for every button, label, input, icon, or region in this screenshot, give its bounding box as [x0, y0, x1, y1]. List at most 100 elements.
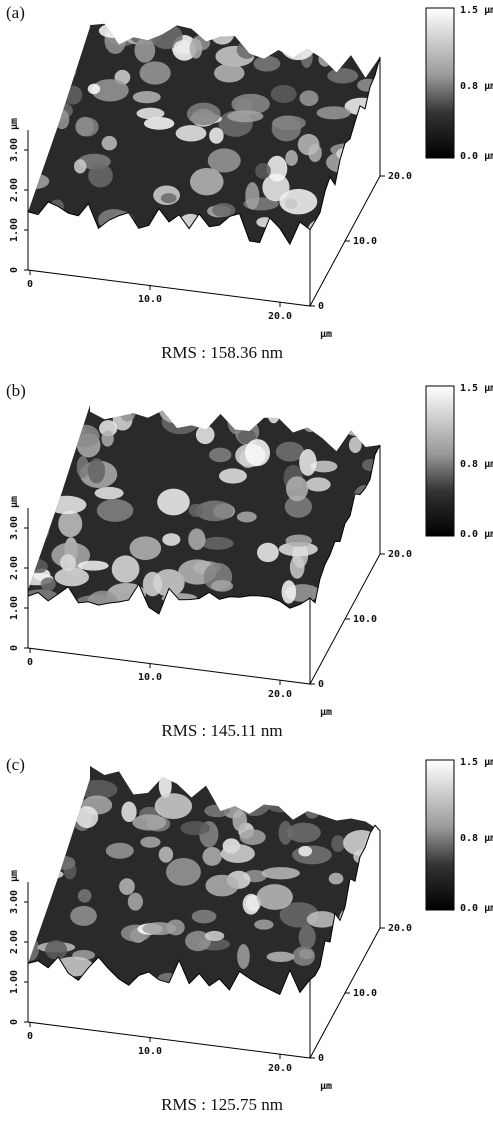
grain — [205, 874, 239, 897]
x-tick-label: 10.0 — [138, 294, 162, 305]
grain — [28, 485, 43, 498]
grain — [119, 405, 136, 422]
grain — [227, 783, 257, 795]
grain — [363, 415, 378, 434]
grain — [185, 930, 211, 952]
grain — [60, 554, 76, 572]
grain — [209, 127, 224, 144]
grain — [50, 24, 75, 36]
grain — [77, 889, 92, 903]
grain — [305, 477, 331, 492]
grain — [40, 577, 56, 592]
grain — [111, 555, 140, 583]
x-tick-label: 10.0 — [138, 672, 162, 683]
grain — [142, 922, 177, 936]
panel: (c) 1.5 µm 0.8 µm 0.0 µm 3.00 2.00 1.00 0 µm 0 10.… — [6, 755, 493, 1114]
grain — [201, 536, 234, 550]
colorbar-label: 0.8 µm — [460, 81, 493, 92]
grain — [121, 801, 137, 823]
grain — [29, 130, 51, 145]
caption: RMS : 158.36 nm — [161, 343, 283, 362]
grain — [132, 814, 167, 831]
grain — [91, 79, 129, 102]
grain — [143, 116, 175, 130]
z-tick-label: 2.00 — [9, 556, 20, 580]
grain — [28, 558, 48, 574]
y-tick-label: 0 — [318, 301, 324, 312]
grain — [261, 867, 300, 880]
grain — [134, 38, 156, 63]
grain — [28, 430, 48, 454]
grain — [270, 85, 297, 103]
grain — [157, 488, 190, 516]
grain — [255, 162, 271, 179]
grain — [76, 456, 89, 479]
grain — [195, 500, 234, 522]
grain — [154, 793, 193, 819]
grain — [28, 413, 52, 442]
y-tick-label: 20.0 — [388, 549, 412, 560]
y-tick-label: 0 — [318, 1053, 324, 1064]
x-tick-label: 20.0 — [268, 689, 292, 700]
grain — [28, 936, 40, 961]
y-tick-label: 0 — [318, 679, 324, 690]
grain — [186, 102, 221, 126]
grain — [98, 23, 129, 38]
grain — [212, 203, 236, 218]
z-unit: µm — [9, 496, 20, 508]
colorbar-label: 1.5 µm — [460, 757, 493, 768]
grain — [335, 28, 365, 40]
grain — [299, 449, 317, 476]
y-tick-label: 10.0 — [353, 236, 377, 247]
grain — [29, 33, 57, 59]
grain — [244, 439, 271, 467]
grain — [266, 951, 295, 963]
grain — [88, 163, 113, 188]
grain — [356, 405, 380, 423]
grain — [331, 835, 345, 852]
colorbar-label: 1.5 µm — [460, 383, 493, 394]
grain — [236, 511, 257, 523]
grain — [267, 405, 281, 424]
grain — [142, 571, 163, 597]
surface — [28, 765, 380, 995]
grain — [280, 33, 316, 61]
grain — [180, 821, 211, 836]
grain — [239, 829, 266, 845]
grain — [362, 957, 380, 982]
x-tick-label: 0 — [27, 657, 33, 668]
grain — [253, 55, 281, 72]
grain — [39, 405, 73, 420]
colorbar — [425, 385, 455, 537]
grain — [310, 460, 338, 473]
grain — [209, 447, 232, 463]
z-tick-label: 0 — [9, 645, 20, 651]
grain — [304, 801, 320, 819]
z-tick-label: 3.00 — [9, 890, 20, 914]
grain — [162, 533, 181, 546]
grain — [54, 109, 70, 130]
grain — [227, 409, 245, 435]
z-tick-label: 1.00 — [9, 970, 20, 994]
grain — [189, 38, 203, 59]
z-tick-label: 1.00 — [9, 218, 20, 242]
grain — [302, 411, 319, 433]
grain — [236, 40, 258, 59]
grain — [227, 110, 264, 123]
grain — [28, 806, 53, 818]
y-tick-label: 10.0 — [353, 988, 377, 999]
panel-label: (a) — [6, 3, 25, 22]
grain — [63, 85, 83, 105]
grain — [238, 790, 271, 817]
colorbar — [425, 7, 455, 159]
grain — [297, 133, 320, 156]
grain — [139, 61, 171, 85]
panel: (a) 1.5 µm 0.8 µm 0.0 µm 3.00 2.00 1.00 0 µm 0 10.… — [6, 3, 493, 362]
z-tick-label: 3.00 — [9, 138, 20, 162]
grain — [132, 91, 161, 104]
grain — [272, 115, 306, 131]
grain — [204, 804, 230, 818]
y-unit: µm — [320, 707, 332, 718]
grain — [129, 536, 162, 561]
grain — [287, 822, 321, 843]
